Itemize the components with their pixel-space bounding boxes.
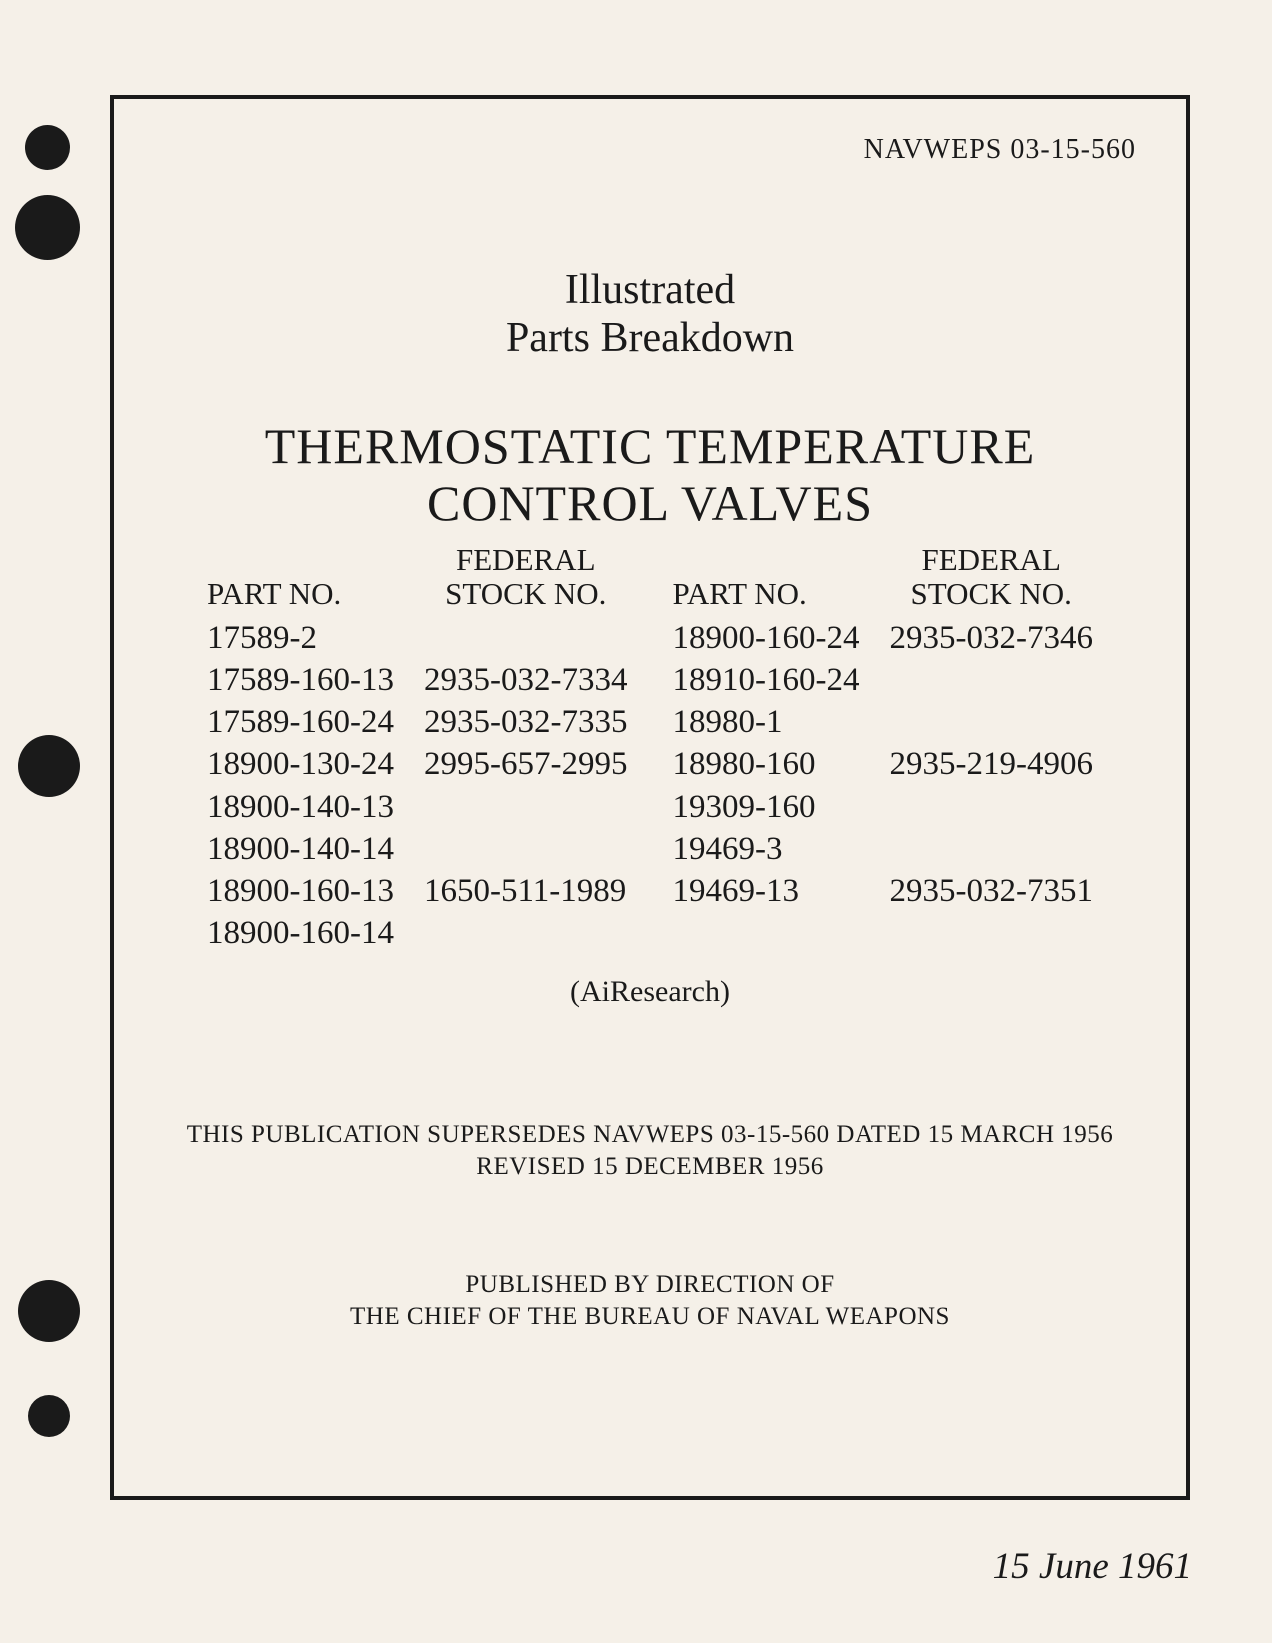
- supersedes-line: THIS PUBLICATION SUPERSEDES NAVWEPS 03-1…: [187, 1121, 1114, 1148]
- column-data: 17589-2 17589-160-13 17589-160-24 18900-…: [207, 617, 394, 955]
- column-header: FEDERAL STOCK NO.: [424, 543, 627, 611]
- parts-table: PART NO. 17589-2 17589-160-13 17589-160-…: [164, 543, 1136, 955]
- manufacturer: (AiResearch): [164, 975, 1136, 1009]
- supersedes-notice: THIS PUBLICATION SUPERSEDES NAVWEPS 03-1…: [164, 1119, 1136, 1184]
- column-stock-no: FEDERAL STOCK NO. 2935-032-7334 2935-032…: [424, 543, 627, 955]
- column-data: 2935-032-7334 2935-032-7335 2995-657-299…: [424, 617, 627, 913]
- publication-date: 15 June 1961: [993, 1545, 1192, 1588]
- punch-hole-icon: [15, 195, 80, 260]
- punch-hole-icon: [25, 125, 70, 170]
- column-stock-no: FEDERAL STOCK NO. 2935-032-7346 2935-219…: [889, 543, 1092, 955]
- column-part-no: PART NO. 17589-2 17589-160-13 17589-160-…: [207, 543, 394, 955]
- document-subtitle: Illustrated Parts Breakdown: [164, 266, 1136, 363]
- punch-hole-icon: [28, 1395, 70, 1437]
- published-line: PUBLISHED BY DIRECTION OF: [465, 1271, 834, 1298]
- table-right-group: PART NO. 18900-160-24 18910-160-24 18980…: [673, 543, 1093, 955]
- column-header: PART NO.: [207, 543, 394, 611]
- publisher-notice: PUBLISHED BY DIRECTION OF THE CHIEF OF T…: [164, 1269, 1136, 1334]
- subtitle-line: Parts Breakdown: [506, 315, 794, 361]
- published-line: THE CHIEF OF THE BUREAU OF NAVAL WEAPONS: [350, 1303, 950, 1330]
- punch-hole-icon: [18, 735, 80, 797]
- header-line: FEDERAL: [921, 542, 1061, 577]
- supersedes-line: REVISED 15 DECEMBER 1956: [476, 1153, 823, 1180]
- column-part-no: PART NO. 18900-160-24 18910-160-24 18980…: [673, 543, 860, 955]
- table-left-group: PART NO. 17589-2 17589-160-13 17589-160-…: [207, 543, 627, 955]
- column-data: 18900-160-24 18910-160-24 18980-1 18980-…: [673, 617, 860, 913]
- page-border: NAVWEPS 03-15-560 Illustrated Parts Brea…: [110, 95, 1190, 1500]
- subtitle-line: Illustrated: [565, 267, 735, 313]
- title-line: CONTROL VALVES: [427, 475, 873, 531]
- column-data: 2935-032-7346 2935-219-4906 2935-032-735…: [889, 617, 1092, 913]
- document-id: NAVWEPS 03-15-560: [164, 134, 1136, 166]
- column-header: PART NO.: [673, 543, 860, 611]
- header-line: STOCK NO.: [445, 576, 606, 611]
- header-line: STOCK NO.: [911, 576, 1072, 611]
- column-header: FEDERAL STOCK NO.: [889, 543, 1092, 611]
- title-line: THERMOSTATIC TEMPERATURE: [265, 418, 1036, 474]
- document-title: THERMOSTATIC TEMPERATURE CONTROL VALVES: [164, 418, 1136, 533]
- header-line: FEDERAL: [456, 542, 596, 577]
- punch-hole-icon: [18, 1280, 80, 1342]
